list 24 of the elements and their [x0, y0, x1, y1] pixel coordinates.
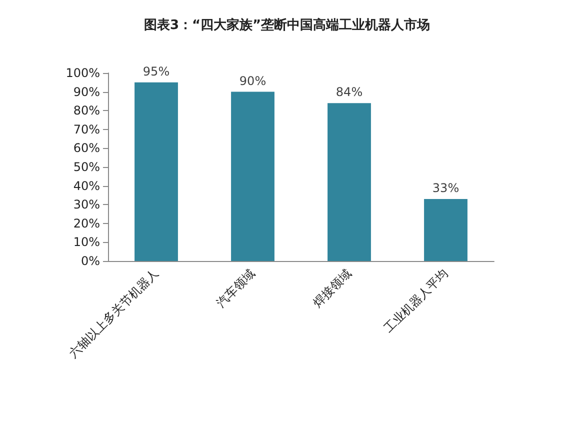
data-label: 84% [336, 85, 363, 100]
y-tick-label: 10% [73, 235, 100, 250]
bar [424, 198, 468, 261]
y-tick-label: 40% [73, 178, 100, 193]
y-tick-label: 80% [73, 104, 100, 118]
bar [231, 92, 274, 261]
data-label: 90% [239, 74, 266, 88]
data-label: 33% [432, 180, 460, 195]
bar [134, 82, 178, 261]
y-tick-label: 30% [73, 198, 100, 212]
y-tick-label: 100% [66, 66, 100, 80]
y-tick-label: 0% [80, 254, 100, 268]
data-label: 95% [142, 64, 170, 78]
x-tick-label: 六轴以上多关节机器人 [66, 266, 162, 361]
x-tick-label: 工业机器人平均 [381, 266, 451, 336]
x-tick-label: 汽车领域 [214, 266, 258, 310]
chart-title: 图表3：“四大家族”垄断中国高端工业机器人市场 [144, 17, 430, 33]
y-tick-label: 90% [73, 84, 100, 99]
y-tick-label: 20% [73, 216, 100, 230]
y-tick-label: 60% [73, 141, 100, 156]
y-tick-label: 70% [73, 122, 100, 136]
x-tick-label: 焊接领域 [310, 266, 354, 310]
bar [328, 103, 371, 261]
y-tick-label: 50% [73, 160, 100, 174]
